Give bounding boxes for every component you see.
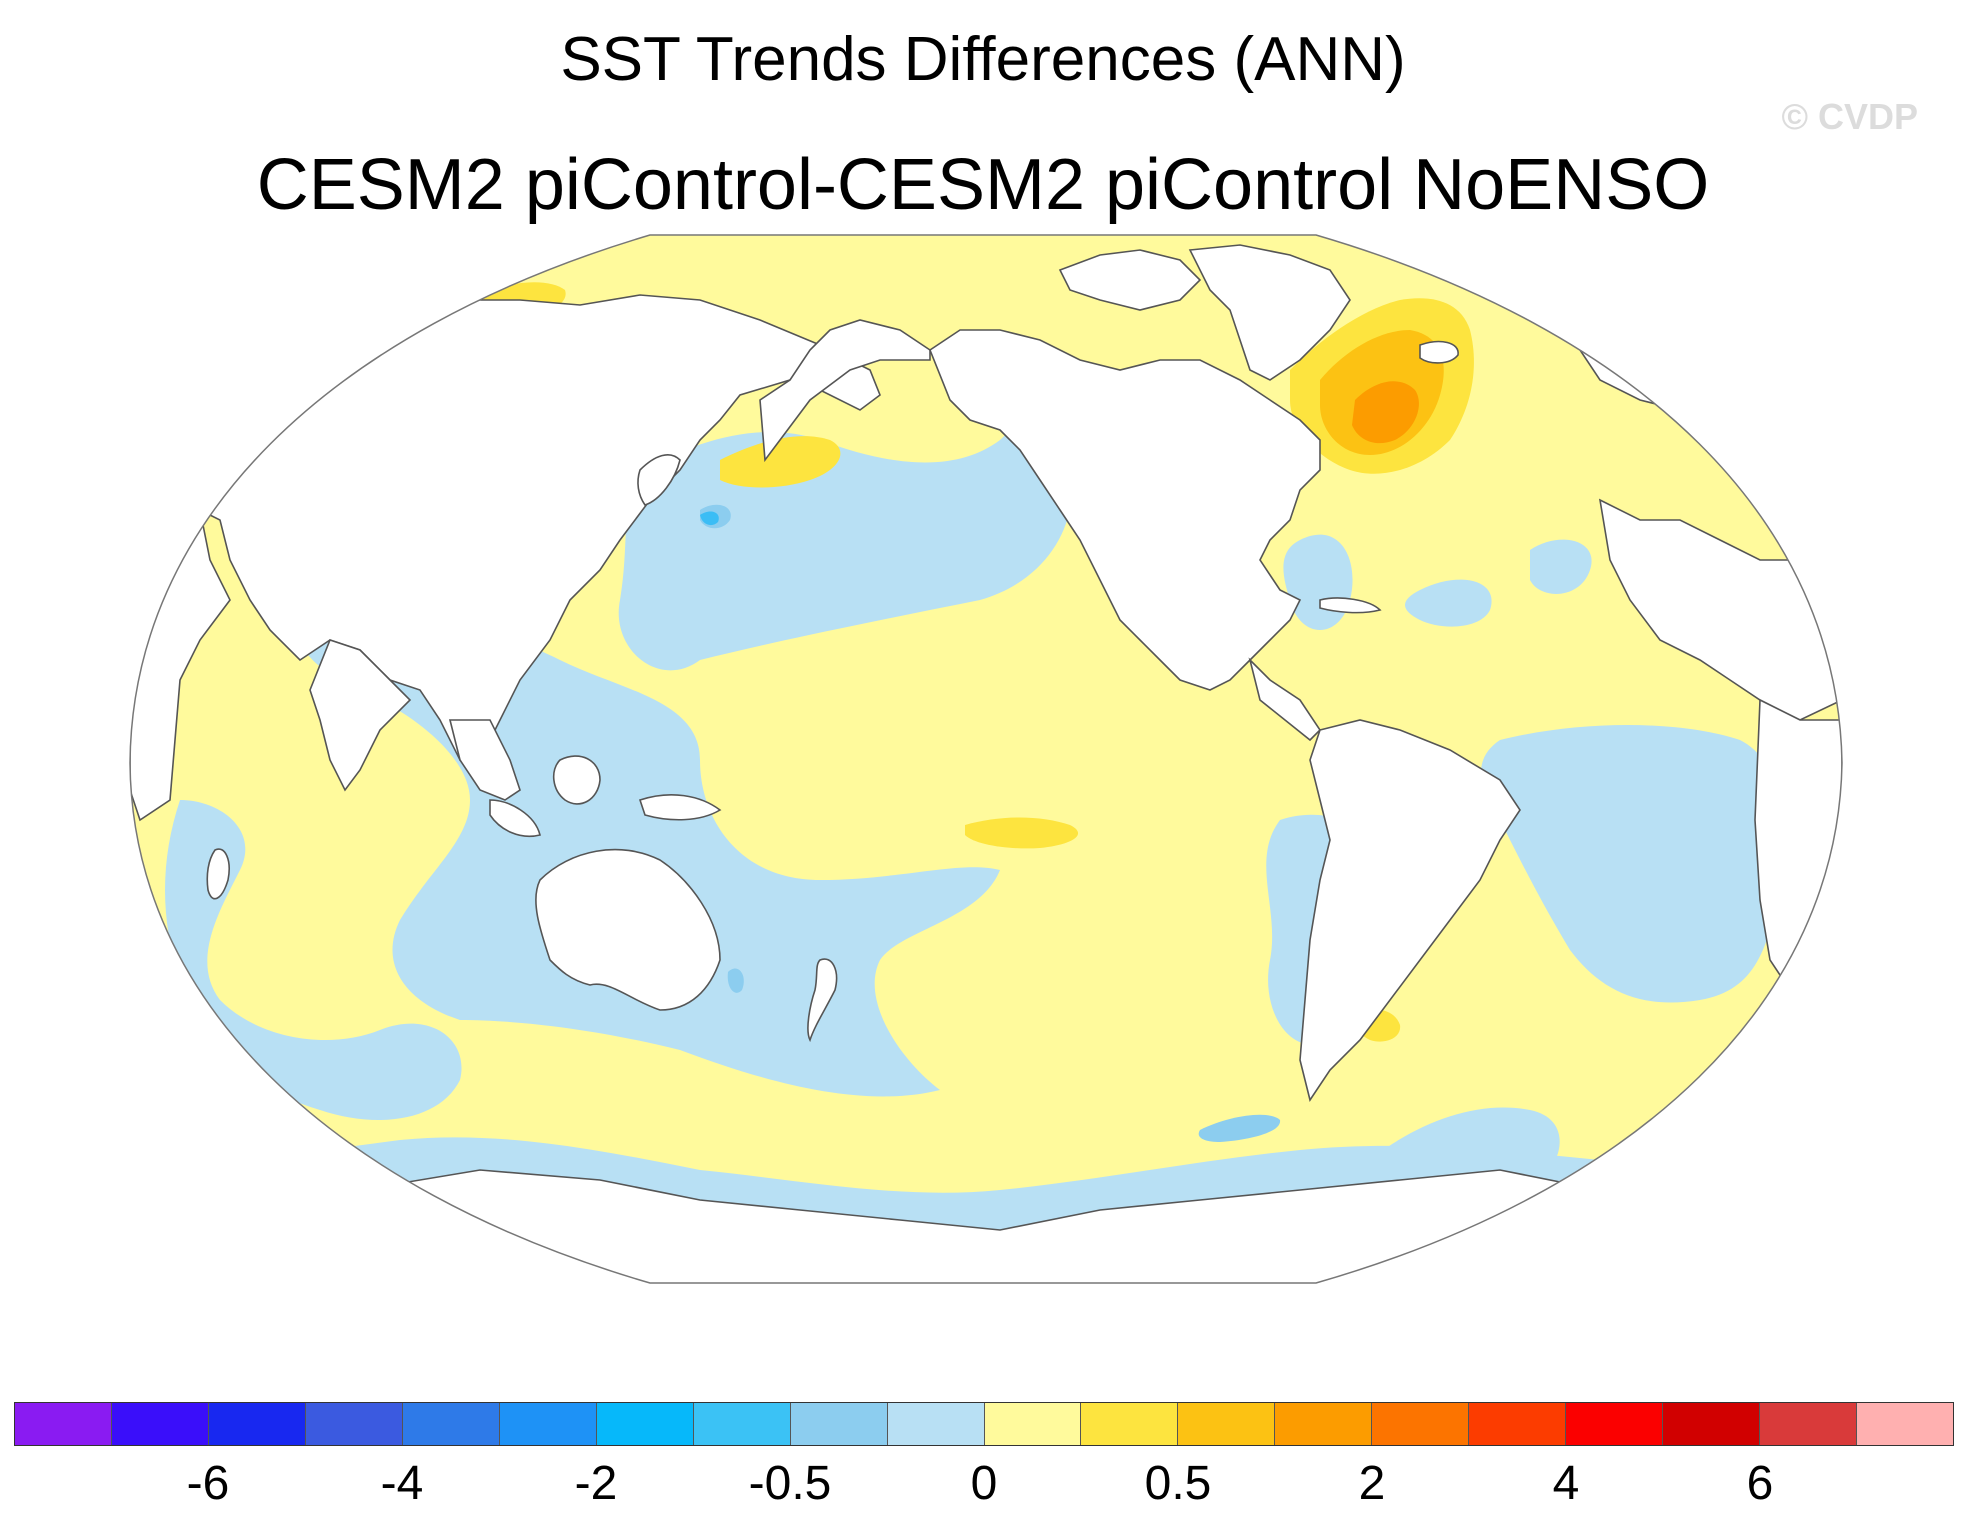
copyright-watermark: © CVDP <box>1781 96 1918 137</box>
landmass-west-africa <box>1598 498 1842 721</box>
colorbar-swatch <box>1081 1403 1179 1445</box>
colorbar-swatch <box>305 1403 403 1445</box>
strongest-negative-spot <box>700 511 719 526</box>
colorbar-swatch <box>693 1403 791 1445</box>
colorbar-swatch <box>208 1403 306 1445</box>
landmass-southern-africa <box>1754 698 1842 992</box>
landmass-india <box>309 639 412 792</box>
colorbar-tick-label: 4 <box>1552 1457 1580 1510</box>
landmass-kamchatka <box>759 319 931 463</box>
colorbar-tick-label: -6 <box>186 1457 230 1510</box>
colorbar-swatch <box>1857 1403 1954 1445</box>
landmass-cuba <box>1319 597 1382 614</box>
colorbar-swatch <box>790 1403 888 1445</box>
colorbar-swatch <box>596 1403 694 1445</box>
colorbar-tick-label: 6 <box>1746 1457 1774 1510</box>
globe-outline <box>129 234 1843 1284</box>
landmass-japan <box>637 454 681 506</box>
colorbar-swatch <box>499 1403 597 1445</box>
landmass-southeast-asia <box>448 719 521 801</box>
landmass-iceland <box>1419 340 1459 364</box>
landmass-new-zealand <box>807 958 838 1043</box>
landmass-arctic-islands <box>1058 249 1202 311</box>
colorbar-swatch <box>1663 1403 1761 1445</box>
colorbar-swatch <box>111 1403 209 1445</box>
colorbar-tick-label: -2 <box>574 1457 618 1510</box>
colorbar <box>14 1402 1954 1446</box>
strongest-positive-regions <box>1352 381 1419 444</box>
colorbar-swatch <box>1566 1403 1664 1445</box>
colorbar-swatch <box>1178 1403 1276 1445</box>
colorbar-swatch <box>1275 1403 1373 1445</box>
colorbar-swatch <box>984 1403 1082 1445</box>
map-title: SST Trends Differences (ANN) <box>560 25 1406 94</box>
landmass-new-guinea <box>638 794 722 821</box>
colorbar-tick-label: -4 <box>380 1457 424 1510</box>
colorbar-swatch <box>402 1403 500 1445</box>
landmass-greenland <box>1188 244 1351 381</box>
colorbar-swatch <box>15 1403 112 1445</box>
landmass-australia <box>535 848 721 1011</box>
colorbar-tick-label: -0.5 <box>748 1457 832 1510</box>
colorbar-tick-label: 2 <box>1358 1457 1386 1510</box>
colorbar-swatch <box>1760 1403 1858 1445</box>
landmass-svalbard <box>1589 252 1631 277</box>
colorbar-swatch <box>887 1403 985 1445</box>
colorbar-swatch <box>1469 1403 1567 1445</box>
map-subtitle: CESM2 piControl-CESM2 piControl NoENSO <box>256 145 1710 225</box>
landmass-madagascar <box>206 848 230 900</box>
colorbar-tick-label: 0 <box>970 1457 998 1510</box>
landmass-north-america <box>929 329 1321 691</box>
colorbar-tick-label: 0.5 <box>1144 1457 1212 1510</box>
landmass-borneo <box>552 755 601 805</box>
landmass-eurasia <box>130 289 881 761</box>
landmass-sumatra <box>489 799 541 837</box>
landmass-south-america <box>1299 719 1521 1102</box>
landmass-central-america <box>1248 657 1322 742</box>
colorbar-swatch <box>1372 1403 1470 1445</box>
